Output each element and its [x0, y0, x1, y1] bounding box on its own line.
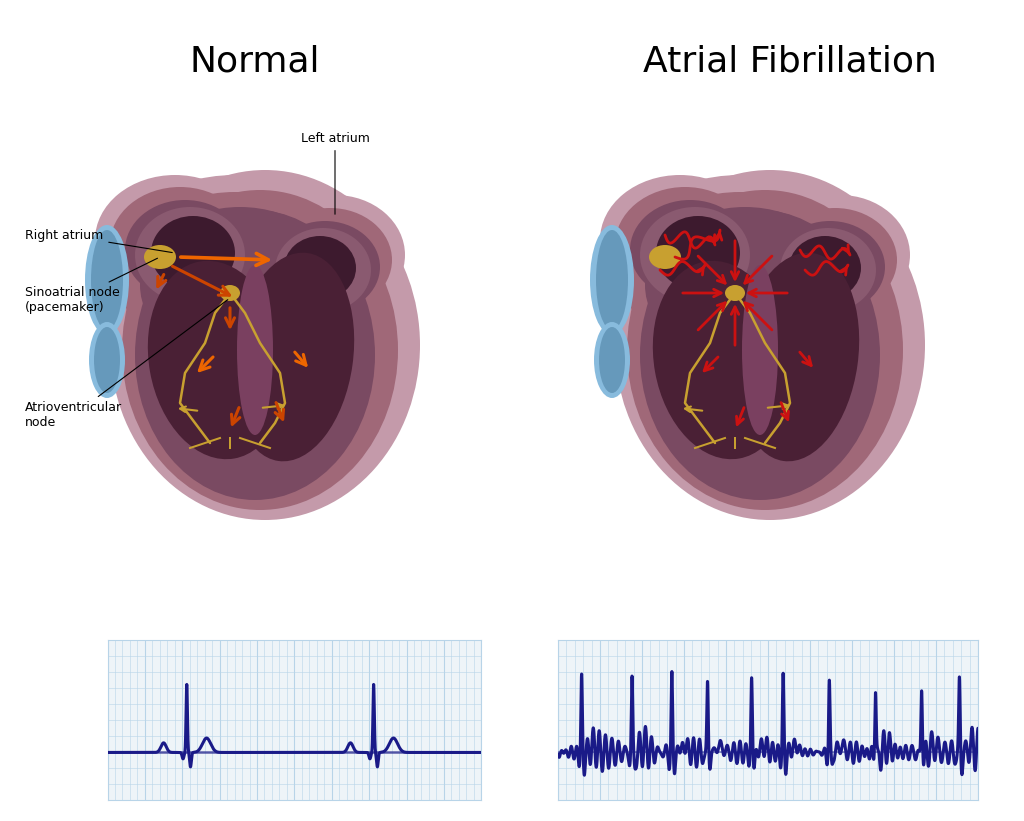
Ellipse shape	[220, 285, 240, 301]
Ellipse shape	[85, 225, 129, 335]
Text: Normal: Normal	[189, 45, 321, 79]
Text: Atrioventricular
node: Atrioventricular node	[25, 300, 227, 429]
Ellipse shape	[91, 230, 123, 330]
Ellipse shape	[615, 170, 925, 520]
Text: Atrial Fibrillation: Atrial Fibrillation	[643, 45, 937, 79]
Text: Sinoatrial node
(pacemaker): Sinoatrial node (pacemaker)	[25, 259, 158, 314]
Ellipse shape	[284, 236, 356, 300]
Ellipse shape	[770, 195, 910, 315]
Ellipse shape	[231, 253, 354, 461]
Ellipse shape	[147, 261, 286, 459]
Ellipse shape	[640, 210, 880, 500]
Ellipse shape	[737, 253, 859, 461]
Ellipse shape	[615, 187, 755, 303]
Ellipse shape	[268, 208, 392, 312]
Ellipse shape	[110, 187, 250, 303]
Ellipse shape	[600, 175, 760, 305]
Ellipse shape	[653, 261, 792, 459]
Ellipse shape	[625, 192, 855, 368]
Ellipse shape	[645, 207, 845, 363]
Ellipse shape	[270, 221, 380, 313]
Ellipse shape	[649, 245, 681, 269]
Ellipse shape	[275, 228, 371, 312]
Ellipse shape	[690, 285, 870, 505]
Ellipse shape	[185, 285, 365, 505]
Ellipse shape	[151, 216, 234, 290]
Ellipse shape	[135, 207, 245, 303]
Ellipse shape	[125, 200, 245, 300]
Ellipse shape	[599, 327, 625, 393]
Ellipse shape	[656, 216, 740, 290]
Ellipse shape	[630, 200, 750, 300]
Ellipse shape	[725, 285, 745, 301]
Ellipse shape	[89, 322, 125, 398]
Ellipse shape	[790, 236, 861, 300]
Ellipse shape	[610, 175, 870, 375]
Ellipse shape	[105, 175, 365, 375]
Ellipse shape	[780, 228, 876, 312]
Ellipse shape	[775, 221, 885, 313]
Ellipse shape	[95, 175, 255, 305]
Ellipse shape	[120, 192, 350, 368]
Ellipse shape	[122, 190, 398, 510]
Ellipse shape	[110, 170, 420, 520]
Ellipse shape	[144, 245, 176, 269]
Ellipse shape	[590, 225, 634, 335]
Ellipse shape	[640, 207, 750, 303]
Ellipse shape	[237, 265, 273, 435]
Text: Right atrium: Right atrium	[25, 228, 172, 253]
Ellipse shape	[742, 265, 778, 435]
Text: Left atrium: Left atrium	[301, 132, 370, 214]
Ellipse shape	[135, 210, 375, 500]
Ellipse shape	[265, 195, 406, 315]
Ellipse shape	[140, 207, 340, 363]
Ellipse shape	[627, 190, 903, 510]
Ellipse shape	[773, 208, 897, 312]
Ellipse shape	[94, 327, 120, 393]
Ellipse shape	[594, 322, 630, 398]
Ellipse shape	[596, 230, 628, 330]
